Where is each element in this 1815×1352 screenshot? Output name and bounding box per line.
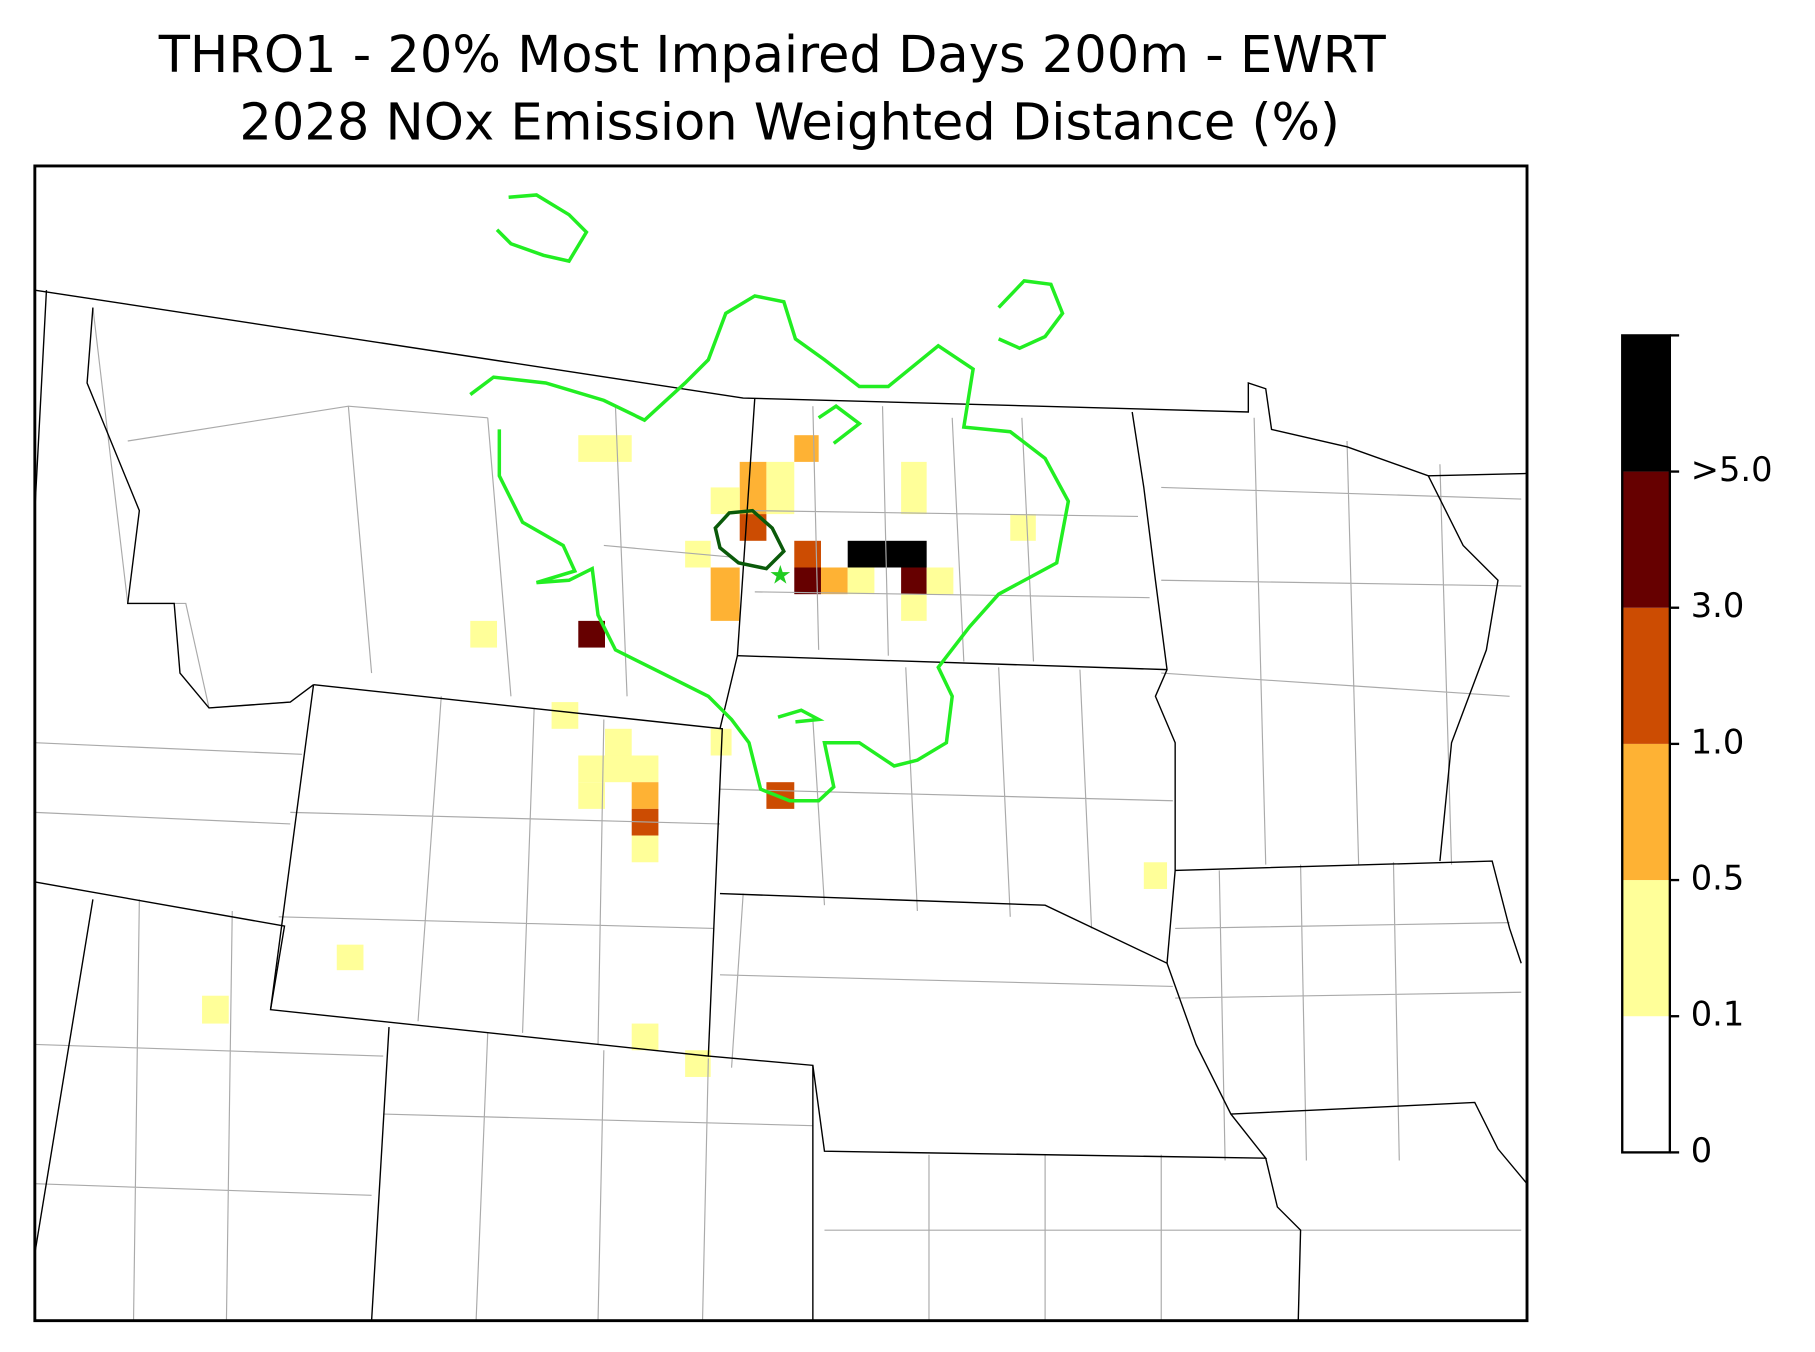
colorbar-bin <box>1622 471 1670 608</box>
title-line-2: 2028 NOx Emission Weighted Distance (%) <box>239 93 1340 152</box>
contour <box>469 294 1071 803</box>
colorbar-label: >5.0 <box>1691 450 1773 489</box>
colorbar-bin <box>1622 607 1670 744</box>
colorbar-bin <box>1622 335 1670 472</box>
cell <box>578 755 659 783</box>
cell <box>710 567 740 621</box>
colorbar: 0 0.1 0.5 1.0 3.0 >5.0 <box>1621 334 1773 1170</box>
contour <box>817 404 863 445</box>
cell <box>631 782 659 809</box>
cell <box>578 620 605 648</box>
map-frame <box>33 164 1529 1323</box>
cell <box>847 540 927 568</box>
title-line-1: THRO1 - 20% Most Impaired Days 200m - EW… <box>158 26 1387 85</box>
cell <box>1143 862 1168 889</box>
cell <box>739 461 767 515</box>
colorbar-bin <box>1622 1016 1670 1153</box>
cell <box>578 782 605 809</box>
cell <box>926 567 954 595</box>
inner-contour <box>713 508 786 571</box>
cell <box>605 728 632 756</box>
cell <box>820 567 848 595</box>
cell <box>470 620 498 648</box>
colorbar-label: 1.0 <box>1691 722 1745 761</box>
contour <box>495 193 589 264</box>
cell <box>901 567 927 595</box>
colorbar-label: 0.5 <box>1691 859 1745 898</box>
colorbar-label: 3.0 <box>1691 586 1745 625</box>
cell <box>336 944 364 971</box>
cell <box>551 702 579 729</box>
county-lines <box>34 307 1522 1321</box>
colorbar-bin <box>1622 880 1670 1017</box>
map: ★ <box>33 164 1529 1323</box>
cell <box>901 461 927 515</box>
cell <box>710 487 740 515</box>
colorbar-bin <box>1622 743 1670 881</box>
cell <box>1010 514 1036 541</box>
cell <box>631 835 659 863</box>
cell <box>794 435 819 462</box>
colorbar-label: 0 <box>1691 1131 1712 1170</box>
colorbar-label: 0.1 <box>1691 995 1745 1034</box>
cell <box>202 995 229 1024</box>
cell <box>847 567 875 595</box>
site-marker: ★ <box>769 561 792 591</box>
state-borders <box>34 289 1528 1321</box>
cell <box>578 435 632 462</box>
contour <box>777 708 825 724</box>
cell <box>631 1023 659 1051</box>
cell <box>901 594 927 621</box>
cell <box>766 461 795 515</box>
emission-cells <box>202 435 1168 1077</box>
contour <box>997 279 1065 351</box>
